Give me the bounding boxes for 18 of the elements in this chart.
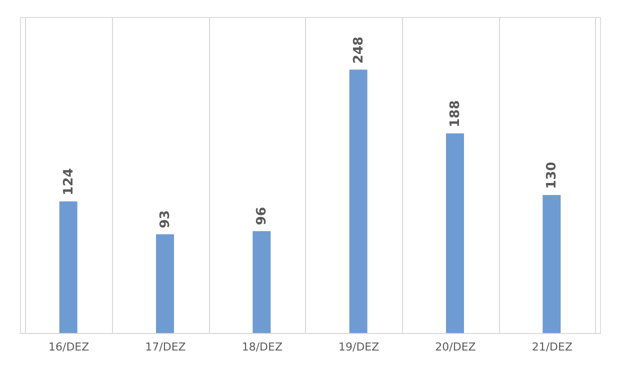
bar (59, 201, 78, 333)
x-tick-label: 19/DEZ (338, 340, 380, 354)
x-tick-label: 21/DEZ (532, 340, 573, 354)
bar (446, 133, 464, 333)
data-label: 93 (158, 210, 173, 228)
x-tick-label: 18/DEZ (242, 340, 283, 354)
bar (156, 234, 174, 333)
data-label: 130 (544, 162, 560, 189)
x-tick-label: 20/DEZ (435, 340, 476, 354)
data-label: 248 (351, 36, 366, 64)
bar (349, 70, 368, 333)
x-tick-label: 16/DEZ (48, 340, 90, 354)
bar (542, 194, 561, 333)
data-label: 96 (254, 206, 270, 226)
data-label: 124 (61, 168, 76, 196)
bar (252, 231, 271, 333)
x-tick-label: 17/DEZ (145, 340, 186, 354)
data-label: 188 (448, 100, 463, 128)
